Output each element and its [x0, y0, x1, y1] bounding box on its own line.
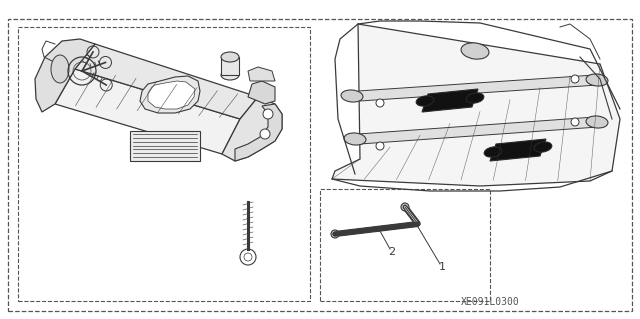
Text: XE091L0300: XE091L0300 [461, 297, 520, 307]
Polygon shape [248, 67, 275, 81]
Circle shape [376, 142, 384, 150]
Ellipse shape [461, 43, 489, 59]
Polygon shape [148, 81, 195, 109]
Polygon shape [140, 76, 200, 113]
Polygon shape [55, 69, 240, 154]
Circle shape [376, 99, 384, 107]
Circle shape [331, 230, 339, 238]
Polygon shape [422, 89, 478, 112]
Polygon shape [358, 117, 598, 144]
Circle shape [240, 249, 256, 265]
Polygon shape [75, 44, 258, 119]
Polygon shape [335, 221, 419, 236]
Ellipse shape [586, 116, 608, 128]
Ellipse shape [263, 109, 273, 119]
Circle shape [401, 203, 409, 211]
Polygon shape [332, 24, 620, 186]
Polygon shape [222, 97, 282, 161]
Polygon shape [248, 81, 275, 104]
Circle shape [333, 232, 337, 236]
Polygon shape [130, 131, 200, 161]
Ellipse shape [221, 52, 239, 62]
Ellipse shape [221, 70, 239, 80]
Circle shape [571, 75, 579, 83]
Polygon shape [35, 39, 95, 112]
Polygon shape [358, 75, 598, 101]
Polygon shape [235, 104, 282, 161]
Bar [18, 27, 310, 301]
Ellipse shape [416, 96, 434, 106]
Ellipse shape [260, 129, 270, 139]
Polygon shape [490, 139, 546, 161]
Text: 1: 1 [438, 262, 445, 272]
Bar [221, 57, 239, 75]
Bar [320, 189, 490, 301]
Ellipse shape [341, 90, 363, 102]
Circle shape [571, 118, 579, 126]
Text: 2: 2 [388, 247, 396, 257]
Ellipse shape [344, 133, 366, 145]
Ellipse shape [466, 93, 484, 103]
Ellipse shape [586, 74, 608, 86]
Ellipse shape [534, 142, 552, 152]
Ellipse shape [484, 147, 502, 157]
Ellipse shape [51, 55, 69, 83]
Polygon shape [403, 205, 420, 226]
